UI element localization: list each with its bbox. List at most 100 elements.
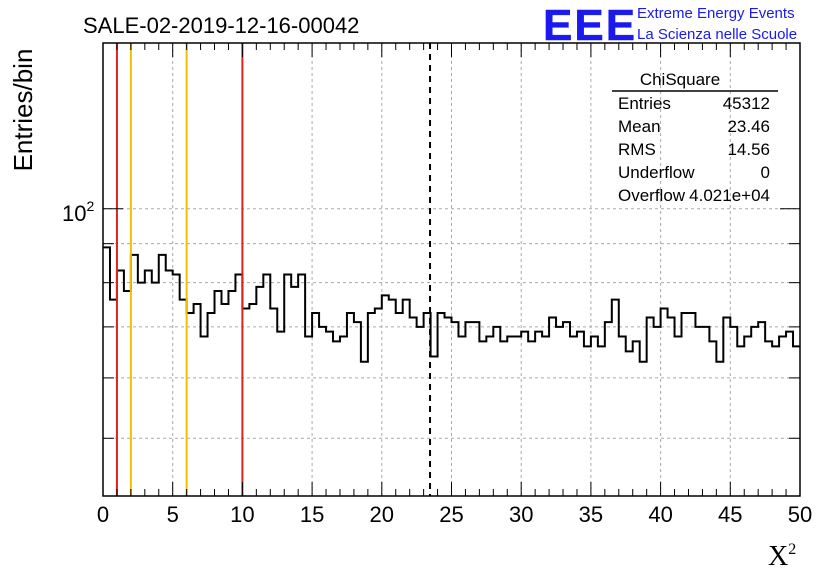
histogram-bin (340, 336, 347, 496)
histogram-bin (514, 336, 521, 496)
histogram-bin (284, 274, 291, 496)
histogram-bin (563, 322, 570, 496)
stats-value: 14.56 (727, 140, 770, 159)
x-tick-label: 5 (167, 502, 179, 527)
histogram-bin (445, 318, 452, 496)
histogram-bin (368, 313, 375, 496)
histogram-bin (166, 270, 173, 496)
histogram-bin (786, 332, 793, 496)
histogram-bin (305, 336, 312, 496)
histogram-bin (138, 283, 145, 496)
histogram-bin (570, 336, 577, 496)
histogram-bin (695, 327, 702, 496)
histogram-bin (215, 291, 222, 496)
histogram-bin (382, 295, 389, 496)
histogram-bin (472, 322, 479, 496)
histogram-bin (389, 300, 396, 496)
histogram-bin (605, 322, 612, 496)
histogram-bin (542, 336, 549, 496)
x-tick-label: 0 (97, 502, 109, 527)
stats-box: ChiSquare Entries 45312 Mean 23.46 RMS 14.56 U… (612, 70, 778, 205)
x-axis-label-exp: 2 (788, 541, 796, 558)
logo-caption-line1: Extreme Energy Events (637, 5, 795, 22)
stats-rows: Entries 45312 Mean 23.46 RMS 14.56 Underflow 0 O… (618, 94, 770, 205)
histogram-bin (682, 313, 689, 496)
histogram-bin (117, 270, 124, 496)
histogram-bin (772, 346, 779, 496)
stats-value: 23.46 (727, 117, 770, 136)
histogram-bin (765, 341, 772, 496)
histogram-bin (235, 274, 242, 496)
histogram-bin (375, 308, 382, 496)
histogram-bin (737, 346, 744, 496)
x-axis-label: X2 (768, 541, 796, 572)
histogram-bin (486, 336, 493, 496)
y-tick-exp: 2 (86, 198, 94, 214)
y-axis-label: Entries/bin (8, 49, 38, 172)
y-tick-label: 102 (62, 198, 94, 226)
histogram-bin (688, 313, 695, 496)
histogram-bin (493, 327, 500, 496)
x-tick-label: 30 (509, 502, 533, 527)
histogram-bin (403, 300, 410, 496)
histogram-bin (319, 327, 326, 496)
histogram-bin (709, 341, 716, 496)
histogram-bin (452, 322, 459, 496)
histogram-bin (221, 304, 228, 496)
histogram-bin (187, 313, 194, 496)
histogram-bin (661, 308, 668, 496)
histogram-bin (291, 287, 298, 496)
stats-label: Overflow (618, 186, 686, 205)
histogram-bin (208, 313, 215, 496)
histogram-bin (528, 341, 535, 496)
histogram-outline (103, 246, 800, 363)
x-tick-label: 35 (579, 502, 603, 527)
histogram-bin (668, 318, 675, 496)
histogram-bin (277, 332, 284, 496)
marker-lines-layer (115, 43, 432, 496)
histogram-bin (702, 327, 709, 496)
stats-label: RMS (618, 140, 656, 159)
axis-ticks-layer: 0 5 10 15 20 25 30 35 40 45 50 (97, 43, 812, 527)
histogram-bin (744, 336, 751, 496)
histogram-bin (159, 255, 166, 496)
histogram-bin (723, 318, 730, 496)
x-tick-label: 20 (370, 502, 394, 527)
histogram-bin (730, 327, 737, 496)
x-tick-label: 40 (648, 502, 672, 527)
x-tick-label: 25 (439, 502, 463, 527)
stats-label: Entries (618, 94, 671, 113)
eee-logo: EEE (543, 1, 637, 50)
histogram-bin (431, 357, 438, 496)
histogram-bin (500, 341, 507, 496)
histogram-bin (256, 287, 263, 496)
histogram-bin (612, 300, 619, 496)
histogram-bin (312, 313, 319, 496)
histogram-bin (242, 308, 249, 496)
histogram-bin (507, 336, 514, 496)
stats-value: 45312 (723, 94, 770, 113)
x-tick-label: 50 (788, 502, 812, 527)
histogram-layer (103, 246, 800, 496)
histogram-bin (249, 304, 256, 496)
x-tick-label: 45 (718, 502, 742, 527)
histogram-bin (152, 283, 159, 496)
stats-value: 0 (761, 163, 770, 182)
histogram-bin (479, 341, 486, 496)
histogram-bin (793, 346, 800, 496)
histogram-bin (716, 362, 723, 496)
histogram-bin (438, 313, 445, 496)
stats-value: 4.021e+04 (689, 186, 770, 205)
histogram-bin (640, 362, 647, 496)
histogram-bin (633, 341, 640, 496)
histogram-bin (549, 318, 556, 496)
histogram-bin (103, 247, 110, 496)
histogram-bin (556, 327, 563, 496)
histogram-bin (626, 351, 633, 496)
histogram-bin (410, 318, 417, 496)
histogram-bin (417, 327, 424, 496)
histogram-bin (263, 274, 270, 496)
histogram-bin (584, 346, 591, 496)
histogram-bin (298, 274, 305, 496)
